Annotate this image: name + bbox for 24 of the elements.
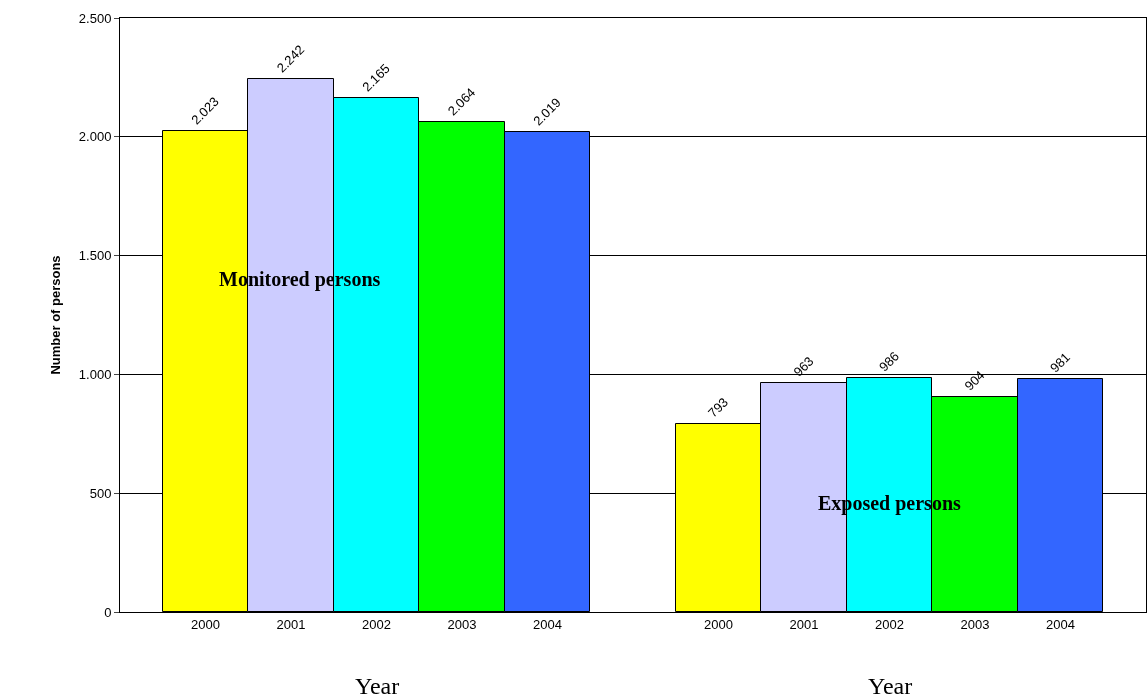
y-tick-label: 0 xyxy=(104,604,112,620)
y-tick-label: 2.500 xyxy=(78,10,112,26)
y-tick-label: 1.000 xyxy=(78,366,112,382)
x-tick-label: 2004 xyxy=(533,616,562,632)
x-tick-label: 2002 xyxy=(362,616,391,632)
x-tick-label: 2000 xyxy=(704,616,733,632)
data-label: 981 xyxy=(1047,349,1073,376)
x-tick-label: 2001 xyxy=(276,616,306,632)
x-tick-label: 2003 xyxy=(447,616,477,632)
y-tick-label: 2.000 xyxy=(78,129,112,145)
x-tick-label: 2003 xyxy=(960,616,990,632)
data-label: 986 xyxy=(876,348,902,375)
text: Year xyxy=(868,673,913,699)
x-tick-label: 2000 xyxy=(191,616,220,632)
x-tick-label: 2004 xyxy=(1046,616,1075,632)
data-label: 963 xyxy=(790,353,817,380)
data-label: 793 xyxy=(705,394,731,421)
x-axis-title: Year xyxy=(355,673,400,699)
x-tick-label: 2002 xyxy=(875,616,904,632)
data-label: 904 xyxy=(961,367,988,394)
x-tick-label: 2001 xyxy=(789,616,819,632)
y-axis-title: Number of persons xyxy=(47,255,63,375)
y-tick-label: 500 xyxy=(89,485,112,501)
y-tick-label: 1.500 xyxy=(78,248,112,264)
